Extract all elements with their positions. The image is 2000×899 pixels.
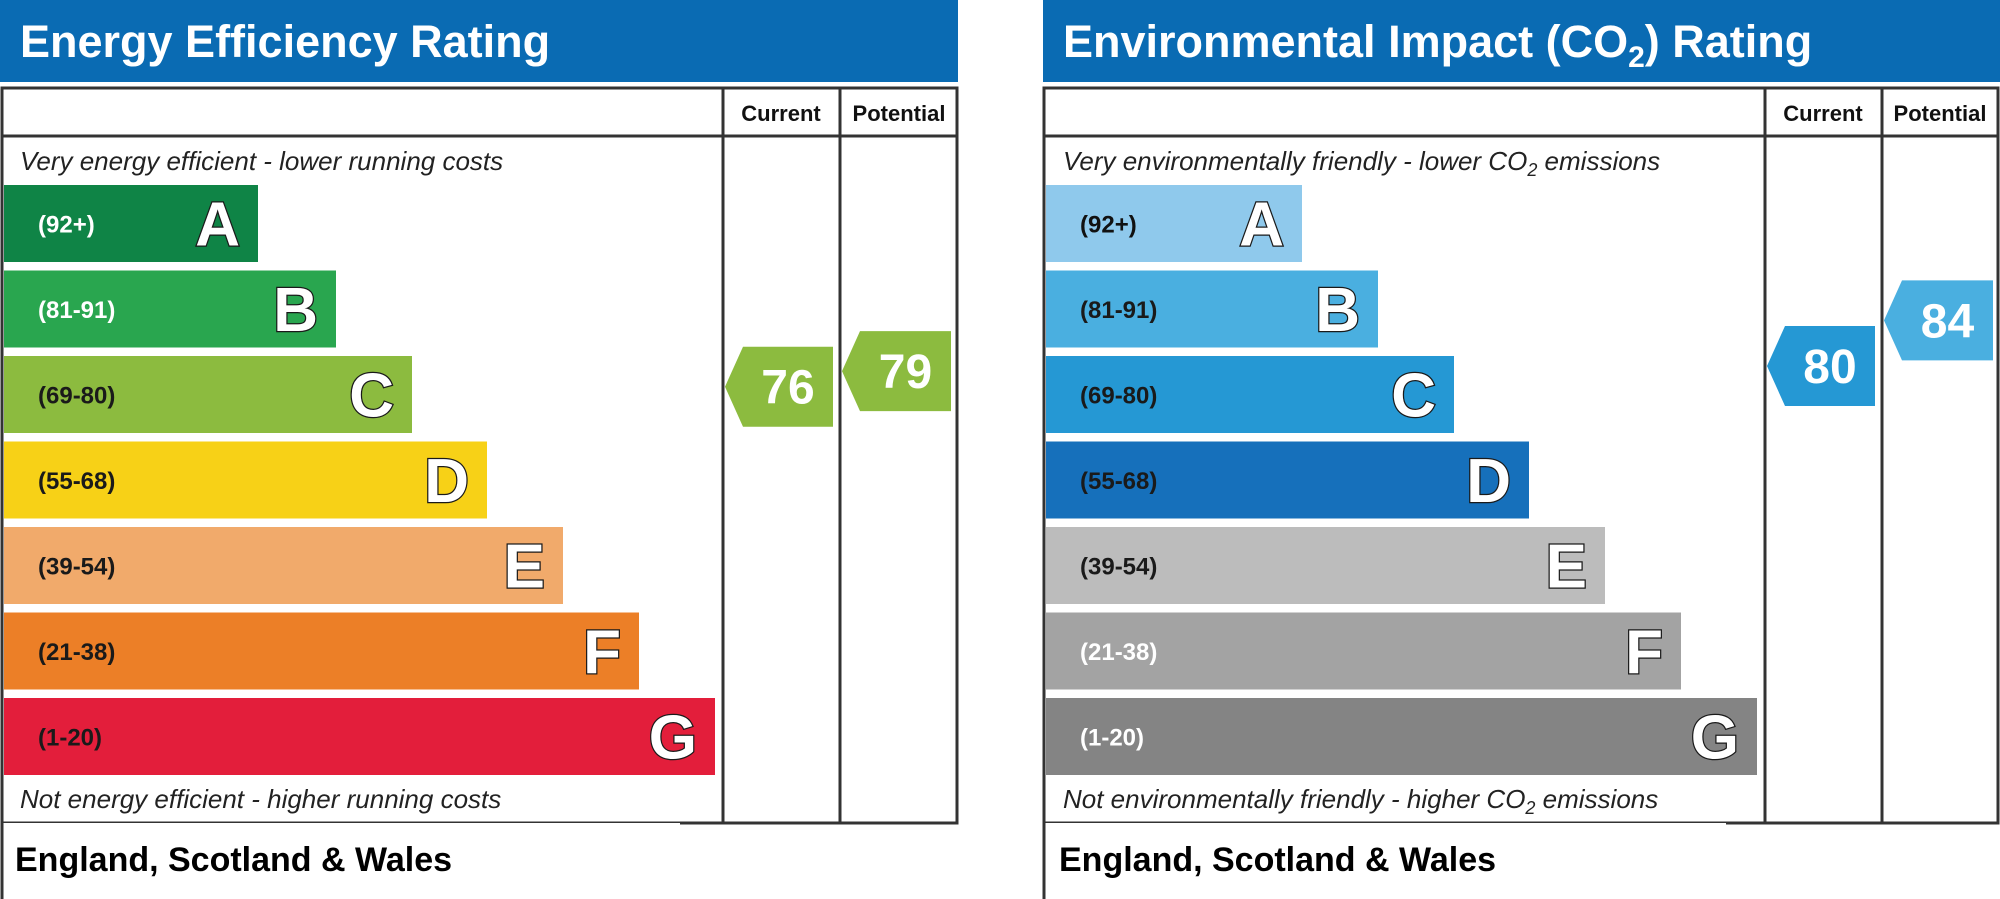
energy-band-e-range: (39-54)	[38, 554, 115, 581]
energy-bands: (92+) A (81-91) B (69-80) C (55-68) D (39-54) E (2…	[4, 185, 715, 775]
energy-region-box	[2, 823, 680, 899]
energy-band-a-range: (92+)	[38, 212, 95, 239]
energy-band-g-letter: G	[649, 704, 697, 773]
energy-band-d-range: (55-68)	[38, 468, 115, 495]
energy-efficiency-chart: Energy Efficiency Rating Current Potenti…	[0, 0, 959, 899]
environmental-band-g-range: (1-20)	[1080, 725, 1144, 752]
energy-band-c-range: (69-80)	[38, 383, 115, 410]
environmental-band-e-letter: E	[1546, 533, 1587, 602]
environmental-potential-value: 84	[1921, 295, 1975, 348]
energy-band-d-bar	[4, 441, 487, 519]
environmental-top-note-subscript: 2	[1526, 160, 1537, 180]
environmental-title: Environmental Impact (CO2) Rating	[1063, 16, 1812, 74]
energy-band-e-bar	[4, 527, 563, 604]
energy-bottom-note: Not energy efficient - higher running co…	[20, 784, 501, 814]
environmental-title-prefix: Environmental Impact (CO	[1063, 16, 1628, 67]
environmental-current-arrow	[1767, 326, 1875, 406]
energy-region-label: England, Scotland & Wales	[15, 841, 452, 879]
energy-band-c-letter: C	[349, 362, 394, 431]
environmental-region-box	[1044, 823, 1726, 899]
energy-band-f-bar	[4, 612, 639, 690]
environmental-current-value: 80	[1803, 341, 1856, 394]
environmental-band-c-letter: C	[1391, 362, 1436, 431]
environmental-band-e-range: (39-54)	[1080, 554, 1157, 581]
environmental-potential-header: Potential	[1894, 101, 1987, 126]
environmental-band-b-letter: B	[1315, 276, 1360, 345]
environmental-potential-arrow	[1884, 280, 1993, 361]
environmental-bottom-note-prefix: Not environmentally friendly - higher CO	[1063, 784, 1525, 814]
environmental-top-note-prefix: Very environmentally friendly - lower CO	[1063, 146, 1527, 176]
energy-band-b-letter: B	[273, 276, 318, 345]
energy-band-f-range: (21-38)	[38, 639, 115, 666]
environmental-region-label: England, Scotland & Wales	[1059, 841, 1496, 879]
energy-band-a-letter: A	[195, 191, 240, 260]
energy-title: Energy Efficiency Rating	[20, 16, 550, 67]
environmental-bands: (92+) A (81-91) B (69-80) C (55-68) D (39-54) E (2…	[1046, 185, 1757, 775]
environmental-top-note: Very environmentally friendly - lower CO…	[1063, 146, 1660, 180]
environmental-band-b-range: (81-91)	[1080, 297, 1157, 324]
environmental-band-d-range: (55-68)	[1080, 468, 1157, 495]
energy-band-g-bar	[4, 698, 715, 775]
environmental-current-header: Current	[1783, 101, 1863, 126]
energy-band-g-range: (1-20)	[38, 725, 102, 752]
environmental-band-g-letter: G	[1691, 704, 1739, 773]
environmental-band-b-bar	[1046, 270, 1378, 348]
environmental-title-bar	[1043, 0, 2000, 82]
environmental-band-d-letter: D	[1466, 447, 1511, 516]
environmental-top-note-suffix: emissions	[1537, 146, 1660, 176]
energy-band-f-letter: F	[583, 618, 621, 687]
energy-potential-header: Potential	[853, 101, 946, 126]
environmental-band-e-bar	[1046, 527, 1605, 604]
environmental-band-f-bar	[1046, 612, 1681, 690]
environmental-title-suffix: ) Rating	[1645, 16, 1812, 67]
energy-top-note: Very energy efficient - lower running co…	[20, 146, 503, 176]
environmental-band-a-range: (92+)	[1080, 212, 1137, 239]
energy-current-arrow	[725, 346, 833, 427]
environmental-bottom-note: Not environmentally friendly - higher CO…	[1063, 784, 1658, 818]
energy-title-bar	[0, 0, 958, 82]
energy-band-e-letter: E	[504, 533, 545, 602]
energy-current-header: Current	[741, 101, 821, 126]
energy-band-c-bar	[4, 356, 412, 433]
environmental-band-f-range: (21-38)	[1080, 639, 1157, 666]
energy-current-value: 76	[761, 362, 814, 415]
environmental-band-f-letter: F	[1625, 618, 1663, 687]
energy-band-b-bar	[4, 270, 336, 348]
environmental-band-c-bar	[1046, 356, 1454, 433]
environmental-band-c-range: (69-80)	[1080, 383, 1157, 410]
environmental-impact-chart: Environmental Impact (CO2) Rating Curren…	[1042, 0, 2000, 899]
energy-potential-value: 79	[879, 346, 932, 399]
environmental-band-a-bar	[1046, 185, 1302, 262]
environmental-band-g-bar	[1046, 698, 1757, 775]
energy-band-a-bar	[4, 185, 258, 262]
environmental-bottom-note-subscript: 2	[1524, 798, 1535, 818]
environmental-bottom-note-suffix: emissions	[1535, 784, 1658, 814]
environmental-band-a-letter: A	[1239, 191, 1284, 260]
environmental-band-d-bar	[1046, 441, 1529, 519]
energy-band-d-letter: D	[424, 447, 469, 516]
environmental-title-subscript: 2	[1628, 41, 1645, 74]
energy-band-b-range: (81-91)	[38, 297, 115, 324]
energy-potential-arrow	[842, 331, 951, 412]
